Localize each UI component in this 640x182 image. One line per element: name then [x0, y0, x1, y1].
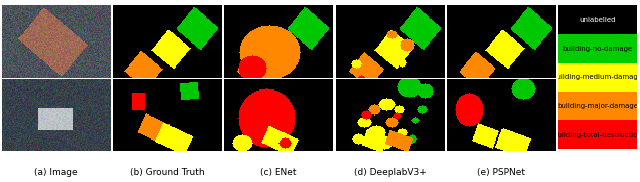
Text: unlabelled: unlabelled — [579, 17, 616, 23]
Text: building-total-destruction: building-total-destruction — [553, 132, 640, 138]
Bar — [558, 63, 637, 92]
Text: (b) Ground Truth: (b) Ground Truth — [130, 168, 205, 177]
Text: building-medium-damage: building-medium-damage — [552, 74, 640, 80]
Text: (c) ENet: (c) ENet — [260, 168, 297, 177]
Bar — [558, 5, 637, 34]
Text: building-no-damage: building-no-damage — [563, 46, 632, 52]
Text: (e) PSPNet: (e) PSPNet — [477, 168, 525, 177]
Bar — [558, 120, 637, 149]
Bar — [558, 34, 637, 63]
Bar — [558, 92, 637, 120]
Text: building-major-damage: building-major-damage — [557, 103, 638, 109]
Text: (a) Image: (a) Image — [35, 168, 78, 177]
Text: (d) DeeplabV3+: (d) DeeplabV3+ — [353, 168, 426, 177]
